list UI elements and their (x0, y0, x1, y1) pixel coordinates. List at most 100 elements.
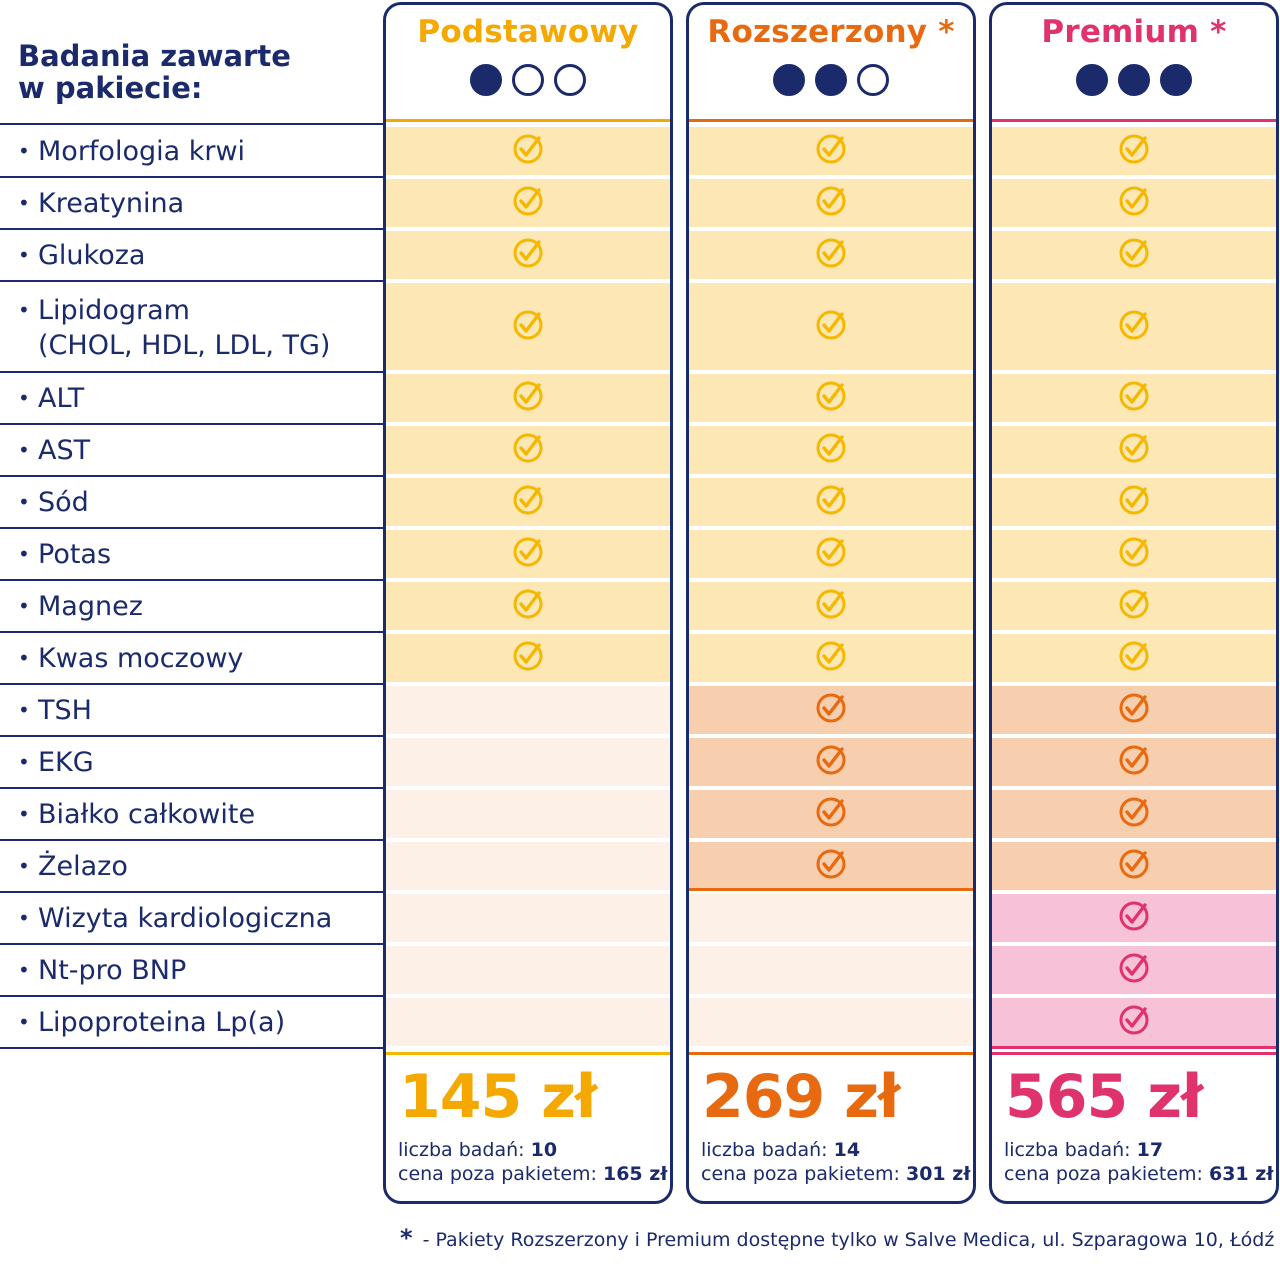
check-cell (688, 582, 974, 630)
outside-price-label: cena poza pakietem: (398, 1163, 597, 1185)
empty-dot-icon (554, 64, 586, 96)
check-cell (385, 231, 671, 279)
row-divider (0, 527, 384, 529)
row-divider (0, 423, 384, 425)
row-divider (0, 735, 384, 737)
tests-count-label: liczba badań: (398, 1139, 525, 1161)
tier-separator (688, 888, 974, 891)
check-icon (815, 692, 847, 728)
test-label: • Kreatynina (18, 177, 378, 229)
check-cell (688, 283, 974, 370)
row-divider (0, 683, 384, 685)
check-cell (688, 530, 974, 578)
package-name: Rozszerzony * (707, 14, 955, 50)
package-info: liczba badań: 17 cena poza pakietem: 631 … (1004, 1138, 1273, 1186)
row-divider (0, 839, 384, 841)
bullet-icon: • (18, 957, 30, 982)
check-cell (991, 998, 1277, 1046)
check-icon (1118, 588, 1150, 624)
tests-count: 17 (1136, 1139, 1164, 1161)
row-divider (0, 995, 384, 997)
check-icon (512, 380, 544, 416)
check-icon (815, 848, 847, 884)
check-cell (688, 790, 974, 838)
bullet-icon: • (18, 645, 30, 670)
row-divider (0, 943, 384, 945)
heading-line-2: w pakiecie: (18, 71, 203, 105)
outside-price-label: cena poza pakietem: (701, 1163, 900, 1185)
check-cell (385, 946, 671, 994)
check-cell (688, 998, 974, 1046)
test-label: • EKG (18, 736, 378, 788)
row-divider (0, 123, 384, 125)
footnote: * - Pakiety Rozszerzony i Premium dostępn… (400, 1224, 1274, 1252)
check-cell (385, 582, 671, 630)
tier-separator (688, 1052, 974, 1055)
check-icon (1118, 484, 1150, 520)
test-name: Nt-pro BNP (38, 954, 187, 986)
check-cell (991, 634, 1277, 682)
row-divider (0, 891, 384, 893)
filled-dot-icon (1118, 64, 1150, 96)
outside-price: 301 zł (905, 1163, 971, 1185)
check-cell (991, 426, 1277, 474)
test-label: • AST (18, 424, 378, 476)
package-header: Podstawowy (385, 14, 671, 104)
check-cell (688, 231, 974, 279)
tests-count: 14 (833, 1139, 861, 1161)
row-divider (0, 371, 384, 373)
tier-separator (688, 119, 974, 122)
tests-count-label: liczba badań: (1004, 1139, 1131, 1161)
check-icon (1118, 237, 1150, 273)
check-cell (991, 686, 1277, 734)
footnote-star: * (400, 1224, 413, 1252)
row-divider (0, 280, 384, 282)
check-icon (1118, 380, 1150, 416)
test-label: • Glukoza (18, 229, 378, 281)
check-icon (815, 536, 847, 572)
test-name: Magnez (38, 590, 143, 622)
check-cell (385, 179, 671, 227)
check-icon (1118, 432, 1150, 468)
check-icon (815, 309, 847, 345)
row-divider (0, 631, 384, 633)
test-label: • Białko całkowite (18, 788, 378, 840)
check-cell (991, 842, 1277, 890)
package-price: 565 zł (1005, 1062, 1203, 1132)
test-name: Lipoproteina Lp(a) (38, 1006, 286, 1038)
test-name: Morfologia krwi (38, 135, 246, 167)
tests-count: 10 (530, 1139, 558, 1161)
check-cell (991, 530, 1277, 578)
bullet-icon: • (18, 489, 30, 514)
check-icon (1118, 133, 1150, 169)
check-cell (385, 842, 671, 890)
check-cell (688, 946, 974, 994)
test-label: • Żelazo (18, 840, 378, 892)
test-label: • Lipidogram (CHOL, HDL, LDL, TG) (18, 281, 378, 372)
package-price: 269 zł (702, 1062, 900, 1132)
bullet-icon: • (18, 593, 30, 618)
filled-dot-icon (773, 64, 805, 96)
test-name: AST (38, 434, 91, 466)
test-label: • Nt-pro BNP (18, 944, 378, 996)
row-divider (0, 228, 384, 230)
footnote-text: - Pakiety Rozszerzony i Premium dostępne… (422, 1229, 1275, 1251)
bullet-icon: • (18, 905, 30, 930)
check-cell (385, 530, 671, 578)
empty-dot-icon (512, 64, 544, 96)
check-cell (688, 374, 974, 422)
filled-dot-icon (470, 64, 502, 96)
bullet-icon: • (18, 190, 30, 215)
bullet-icon: • (18, 138, 30, 163)
check-icon (815, 185, 847, 221)
test-name: ALT (38, 382, 85, 414)
row-divider (0, 176, 384, 178)
check-icon (1118, 640, 1150, 676)
test-name: Kwas moczowy (38, 642, 244, 674)
test-name: Potas (38, 538, 112, 570)
package-info: liczba badań: 14 cena poza pakietem: 301 … (701, 1138, 970, 1186)
check-icon (1118, 1004, 1150, 1040)
check-cell (385, 478, 671, 526)
check-cell (991, 582, 1277, 630)
check-cell (991, 478, 1277, 526)
